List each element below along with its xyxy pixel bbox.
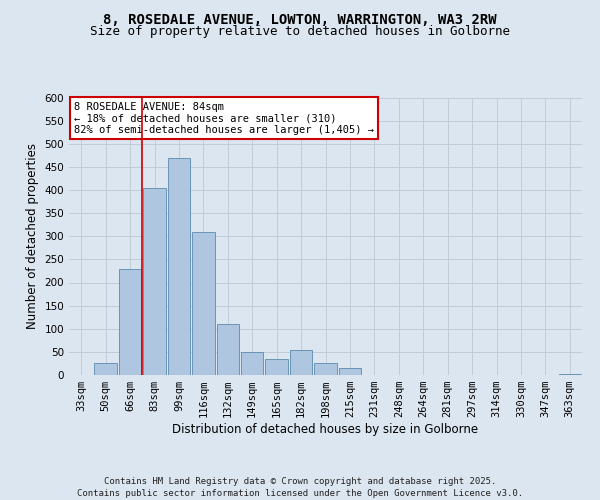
Bar (217, 324, 239, 375)
Bar (290, 350, 313, 375)
Bar (167, 158, 190, 375)
Text: 8, ROSEDALE AVENUE, LOWTON, WARRINGTON, WA3 2RW: 8, ROSEDALE AVENUE, LOWTON, WARRINGTON, … (103, 12, 497, 26)
Bar (314, 364, 337, 375)
X-axis label: Distribution of detached houses by size in Golborne: Distribution of detached houses by size … (172, 423, 479, 436)
Bar (94, 364, 117, 375)
Text: Contains HM Land Registry data © Crown copyright and database right 2025.: Contains HM Land Registry data © Crown c… (104, 477, 496, 486)
Bar (119, 268, 142, 375)
Bar (143, 188, 166, 375)
Text: 8 ROSEDALE AVENUE: 84sqm
← 18% of detached houses are smaller (310)
82% of semi-: 8 ROSEDALE AVENUE: 84sqm ← 18% of detach… (74, 102, 374, 135)
Text: Contains public sector information licensed under the Open Government Licence v3: Contains public sector information licen… (77, 488, 523, 498)
Bar (265, 359, 288, 375)
Y-axis label: Number of detached properties: Number of detached properties (26, 143, 39, 329)
Bar (338, 368, 361, 375)
Bar (241, 352, 263, 375)
Bar (192, 232, 215, 375)
Text: Size of property relative to detached houses in Golborne: Size of property relative to detached ho… (90, 25, 510, 38)
Bar (559, 374, 581, 375)
